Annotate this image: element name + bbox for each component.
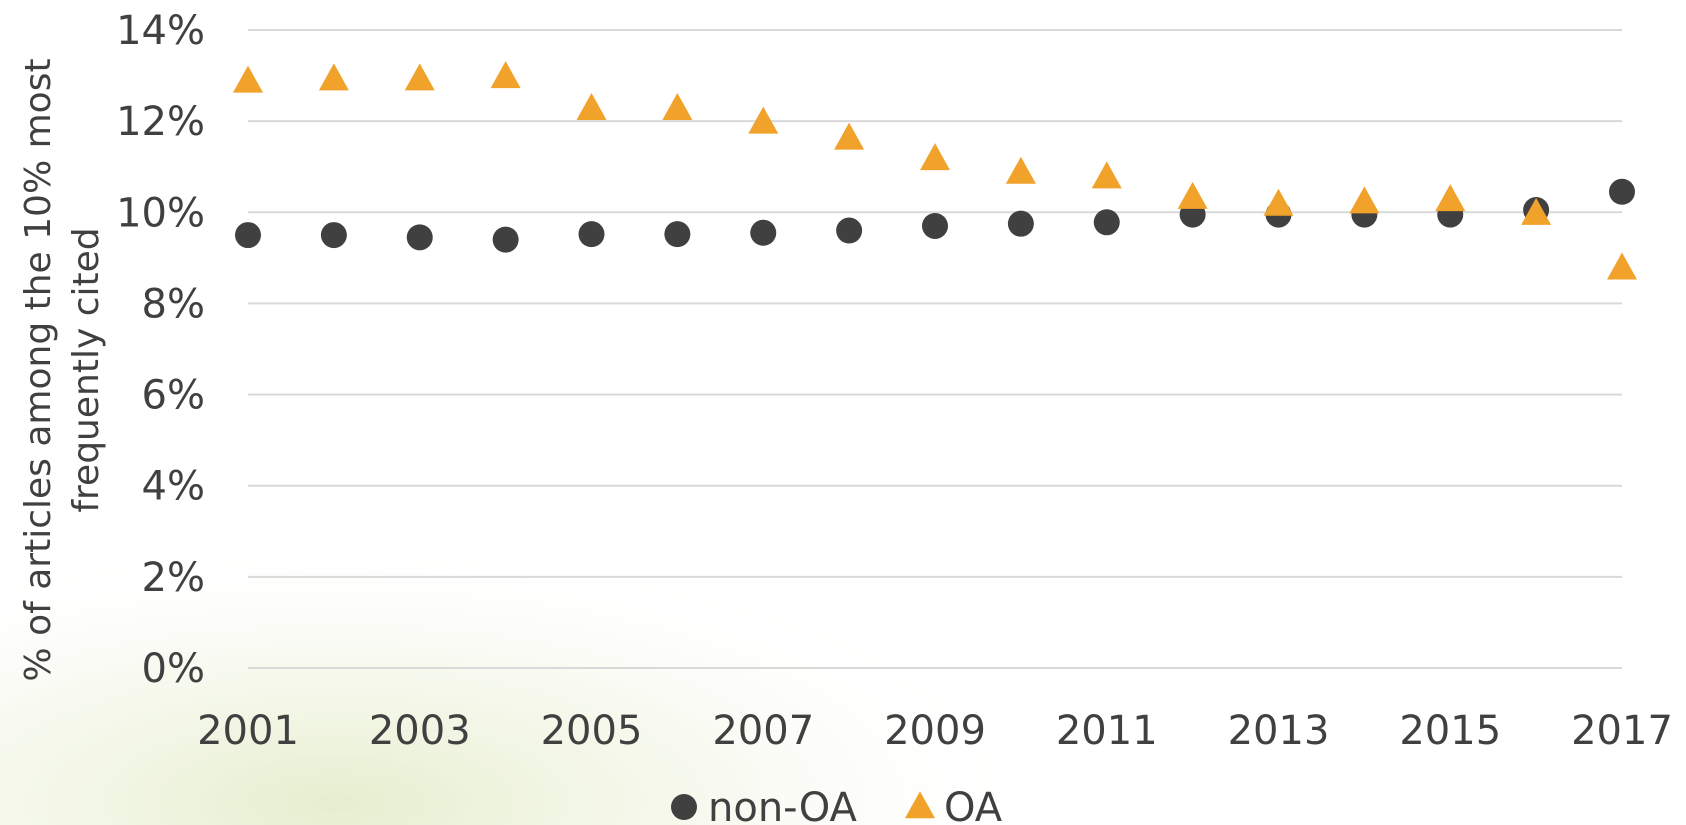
data-point-non-oa [1609,178,1635,205]
data-point-non-oa [1007,210,1034,237]
data-point-non-oa [922,212,948,239]
data-point-oa [662,93,693,121]
y-tick-label: 4% [142,464,205,510]
data-point-oa [1005,156,1036,184]
y-tick-label: 6% [142,373,205,419]
data-point-oa [490,61,521,89]
data-point-oa [834,122,865,150]
x-tick-label: 2007 [712,708,814,754]
series-non-oa [235,178,1635,253]
data-point-oa [233,65,263,93]
y-tick-label: 2% [142,555,205,601]
data-point-oa [576,93,607,121]
data-point-non-oa [320,222,347,249]
x-tick-labels: 2001 2003 2005 2007 2009 2011 2013 2015 2017 [197,708,1673,754]
data-point-oa [920,143,950,171]
data-point-non-oa [235,222,261,249]
legend-label-non-oa: non-OA [708,785,858,825]
series-markers [233,61,1637,280]
y-axis-title-line2: frequently cited [66,227,107,512]
x-tick-label: 2017 [1571,708,1673,754]
data-point-non-oa [750,219,777,246]
y-tick-labels: 0% 2% 4% 6% 8% 10% 12% 14% [116,8,205,692]
data-point-oa [748,106,779,134]
data-point-non-oa [1093,209,1120,236]
y-tick-label: 10% [116,190,205,236]
legend-marker-non-oa [671,794,697,820]
legend-label-oa: OA [944,785,1003,825]
data-point-oa [318,63,349,91]
legend-marker-oa [905,791,935,819]
x-tick-label: 2015 [1399,708,1501,754]
data-point-oa [1091,161,1122,189]
gridlines [248,29,1622,669]
x-tick-label: 2009 [884,708,986,754]
x-tick-label: 2001 [197,708,299,754]
y-tick-label: 14% [116,8,205,54]
data-point-non-oa [406,224,433,251]
data-point-oa [404,63,435,91]
data-point-oa [1177,181,1208,209]
data-point-oa [1263,188,1294,216]
x-tick-label: 2011 [1056,708,1158,754]
background-wash [0,380,1200,825]
data-point-oa [1521,197,1552,225]
data-point-non-oa [578,221,605,248]
x-tick-label: 2003 [369,708,471,754]
data-point-non-oa [664,221,691,248]
data-point-oa [1435,184,1466,212]
x-tick-label: 2005 [541,708,643,754]
data-point-non-oa [836,217,863,244]
y-tick-label: 8% [142,281,205,327]
y-tick-label: 0% [142,646,205,692]
x-tick-label: 2013 [1228,708,1330,754]
data-point-oa [1607,252,1637,280]
series-oa [233,61,1637,280]
data-point-oa [1349,186,1380,214]
y-axis-title-line1: % of articles among the 10% most [18,58,59,681]
legend: non-OA OA [671,785,1003,825]
data-point-non-oa [492,226,519,253]
y-tick-label: 12% [116,99,205,145]
